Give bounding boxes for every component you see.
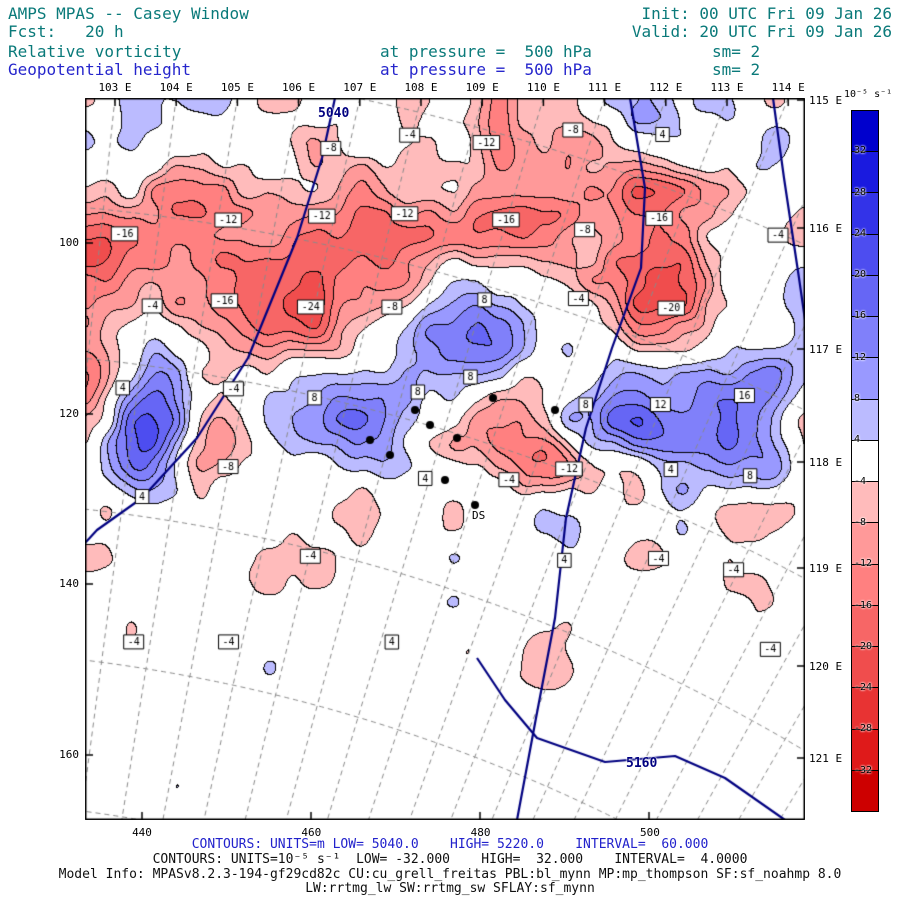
field1-pressure: at pressure = 500 hPa (380, 42, 592, 61)
colorbar-tick-label: 24 (854, 227, 867, 239)
longitude-label-right: 118 E (809, 456, 843, 469)
colorbar-tick-label: -8 (854, 516, 867, 528)
colorbar-band (852, 564, 878, 606)
x-axis-tick-top: 107 E (343, 81, 377, 94)
x-axis-tick-top: 110 E (526, 81, 560, 94)
longitude-label-right: 116 E (809, 222, 843, 235)
colorbar-tick-label: 4 (854, 434, 861, 446)
x-axis-tick-bottom: 500 (639, 826, 660, 839)
colorbar-tick-label: -24 (854, 682, 873, 694)
colorbar-band (852, 399, 878, 441)
vorticity-contour-info: CONTOURS: UNITS=10⁻⁵ s⁻¹ LOW= -32.000 HI… (152, 852, 748, 867)
colorbar-band (852, 275, 878, 318)
height-contour-label-5160: 5160 (626, 756, 658, 771)
longitude-label-right: 121 E (809, 752, 843, 765)
longitude-label-right: 119 E (809, 562, 843, 575)
colorbar-band (852, 647, 878, 689)
colorbar-band (852, 482, 878, 524)
x-axis-tick-top: 113 E (710, 81, 744, 94)
y-axis-tick-left: 140 (59, 577, 79, 591)
colorbar-band (852, 688, 878, 730)
colorbar-band (852, 111, 878, 153)
colorbar-band (852, 317, 878, 359)
colorbar-tick-label: -4 (854, 475, 867, 487)
valid-time: Valid: 20 UTC Fri 09 Jan 26 (631, 22, 892, 41)
colorbar-tick-label: 16 (854, 310, 867, 322)
colorbar (851, 110, 879, 812)
forecast-hour: Fcst: 20 h (8, 22, 124, 41)
colorbar-band (852, 605, 878, 648)
x-axis-tick-top: 106 E (282, 81, 316, 94)
field1-smoothing: sm= 2 (712, 42, 761, 61)
station-label-ds: DS (472, 509, 486, 522)
colorbar-tick-label: 12 (854, 351, 867, 363)
colorbar-tick-label: 20 (854, 269, 867, 281)
x-axis-tick-top: 112 E (649, 81, 683, 94)
y-axis-tick-left: 160 (59, 748, 79, 762)
colorbar-units-label: 10⁻⁵ s⁻¹ (844, 89, 893, 100)
colorbar-band (852, 152, 878, 194)
field2-smoothing: sm= 2 (712, 60, 761, 79)
colorbar-band (852, 770, 878, 811)
x-axis-tick-top: 111 E (588, 81, 622, 94)
longitude-label-right: 117 E (809, 343, 843, 356)
x-axis-tick-top: 103 E (98, 81, 132, 94)
colorbar-band (852, 358, 878, 400)
colorbar-tick-label: 28 (854, 186, 867, 198)
x-axis-tick-bottom: 480 (470, 826, 491, 839)
colorbar-tick-label: 8 (854, 393, 861, 405)
colorbar-tick-label: -32 (854, 764, 873, 776)
colorbar-band (852, 193, 878, 235)
colorbar-band (852, 234, 878, 276)
colorbar-tick-label: -28 (854, 723, 873, 735)
colorbar-band (852, 440, 878, 483)
field1-name: Relative vorticity (8, 42, 182, 61)
field2-pressure: at pressure = 500 hPa (380, 60, 592, 79)
longitude-label-right: 120 E (809, 660, 843, 673)
colorbar-tick-label: -16 (854, 599, 873, 611)
model-info-line2: LW:rrtmg_lw SW:rrtmg_sw SFLAY:sf_mynn (305, 881, 595, 896)
x-axis-tick-top: 109 E (465, 81, 499, 94)
x-axis-tick-top: 104 E (159, 81, 193, 94)
colorbar-tick-label: -20 (854, 640, 873, 652)
height-contour-label-5040: 5040 (318, 106, 350, 121)
x-axis-tick-bottom: 440 (132, 826, 152, 839)
x-axis-tick-top: 108 E (404, 81, 438, 94)
field2-name: Geopotential height (8, 60, 192, 79)
init-time: Init: 00 UTC Fri 09 Jan 26 (641, 4, 892, 23)
vorticity-map-canvas (85, 98, 805, 820)
colorbar-band (852, 523, 878, 565)
y-axis-tick-left: 120 (59, 406, 79, 420)
product-title: AMPS MPAS -- Casey Window (8, 4, 249, 23)
y-axis-tick-left: 100 (59, 236, 79, 249)
colorbar-tick-label: -12 (854, 558, 873, 570)
height-contour-info: CONTOURS: UNITS=m LOW= 5040.0 HIGH= 5220… (191, 837, 709, 852)
colorbar-band (852, 729, 878, 771)
colorbar-tick-label: 32 (854, 145, 867, 157)
x-axis-tick-top: 114 E (771, 81, 805, 94)
x-axis-tick-bottom: 460 (301, 826, 322, 839)
x-axis-tick-top: 105 E (220, 81, 254, 94)
model-info-line1: Model Info: MPASv8.2.3-194-gf29cd82c CU:… (58, 867, 842, 882)
longitude-label-right: 115 E (809, 94, 843, 107)
